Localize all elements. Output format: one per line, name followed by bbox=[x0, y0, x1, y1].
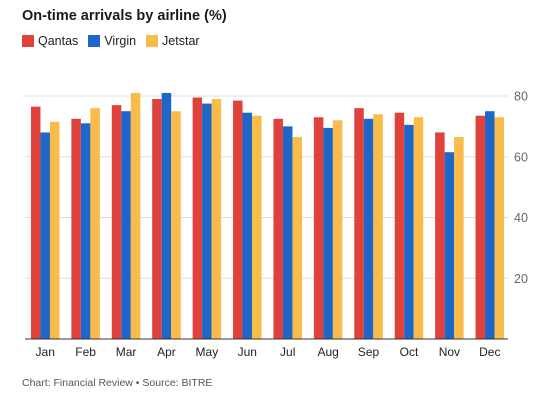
bar-qantas-oct bbox=[394, 112, 405, 339]
legend-label-jetstar: Jetstar bbox=[162, 34, 200, 48]
chart-source: Chart: Financial Review • Source: BITRE bbox=[22, 377, 213, 389]
bar-jetstar-may bbox=[211, 99, 222, 339]
legend-swatch-qantas bbox=[22, 35, 34, 47]
bar-jetstar-oct bbox=[413, 117, 424, 339]
bar-qantas-feb bbox=[71, 118, 81, 339]
bar-qantas-jun bbox=[233, 100, 243, 340]
bar-jetstar-feb bbox=[90, 108, 100, 340]
bar-virgin-jul bbox=[282, 126, 293, 339]
bar-virgin-nov bbox=[444, 152, 455, 339]
bar-jetstar-nov bbox=[454, 137, 464, 339]
legend-item-virgin: Virgin bbox=[88, 34, 136, 48]
legend-item-jetstar: Jetstar bbox=[146, 34, 200, 48]
bar-qantas-sep bbox=[354, 108, 364, 340]
bar-jetstar-mar bbox=[130, 92, 141, 340]
legend-swatch-jetstar bbox=[146, 35, 159, 47]
bar-jetstar-aug bbox=[332, 120, 343, 339]
legend-label-virgin: Virgin bbox=[104, 34, 137, 48]
chart-legend: Qantas Virgin Jetstar bbox=[22, 34, 210, 48]
bar-jetstar-sep bbox=[373, 114, 383, 339]
bar-qantas-nov bbox=[435, 132, 445, 339]
legend-label-qantas: Qantas bbox=[38, 34, 79, 48]
bar-qantas-apr bbox=[152, 99, 162, 339]
bar-virgin-jun bbox=[242, 112, 253, 339]
bar-qantas-jan bbox=[30, 106, 41, 339]
bar-qantas-mar bbox=[111, 105, 122, 339]
x-tick-label-jun: Jun bbox=[238, 345, 257, 359]
bar-qantas-aug bbox=[313, 117, 324, 339]
legend-swatch-virgin bbox=[88, 35, 101, 47]
bar-virgin-mar bbox=[121, 111, 131, 339]
x-tick-label-dec: Dec bbox=[479, 345, 500, 359]
bar-virgin-oct bbox=[404, 124, 414, 339]
bar-virgin-apr bbox=[161, 92, 172, 340]
y-tick-label-80: 80 bbox=[514, 90, 528, 104]
bar-jetstar-dec bbox=[494, 117, 505, 339]
legend-item-qantas: Qantas bbox=[22, 34, 78, 48]
chart-title: On-time arrivals by airline (%) bbox=[22, 8, 227, 24]
bar-jetstar-apr bbox=[171, 111, 181, 339]
x-tick-label-apr: Apr bbox=[157, 345, 176, 359]
bar-qantas-jul bbox=[273, 118, 283, 339]
x-tick-label-jan: Jan bbox=[36, 345, 55, 359]
x-tick-label-jul: Jul bbox=[280, 345, 295, 359]
bar-qantas-dec bbox=[475, 115, 486, 340]
x-tick-label-sep: Sep bbox=[358, 345, 380, 359]
bar-virgin-dec bbox=[485, 111, 495, 339]
x-tick-label-feb: Feb bbox=[75, 345, 96, 359]
x-tick-label-mar: Mar bbox=[116, 345, 137, 359]
x-tick-label-nov: Nov bbox=[439, 345, 460, 359]
bar-jetstar-jun bbox=[252, 115, 262, 340]
x-tick-label-aug: Aug bbox=[317, 345, 338, 359]
x-tick-label-may: May bbox=[196, 345, 219, 359]
bar-virgin-jan bbox=[40, 132, 50, 339]
bar-virgin-aug bbox=[323, 127, 333, 339]
y-tick-label-20: 20 bbox=[514, 272, 528, 286]
bar-virgin-feb bbox=[80, 123, 91, 340]
bar-jetstar-jul bbox=[292, 137, 302, 339]
bar-jetstar-jan bbox=[49, 121, 60, 339]
y-tick-label-60: 60 bbox=[514, 150, 528, 164]
y-tick-label-40: 40 bbox=[514, 211, 528, 225]
bar-virgin-sep bbox=[363, 118, 374, 339]
bar-qantas-may bbox=[192, 97, 203, 339]
bar-virgin-may bbox=[202, 103, 212, 339]
x-tick-label-oct: Oct bbox=[400, 345, 419, 359]
